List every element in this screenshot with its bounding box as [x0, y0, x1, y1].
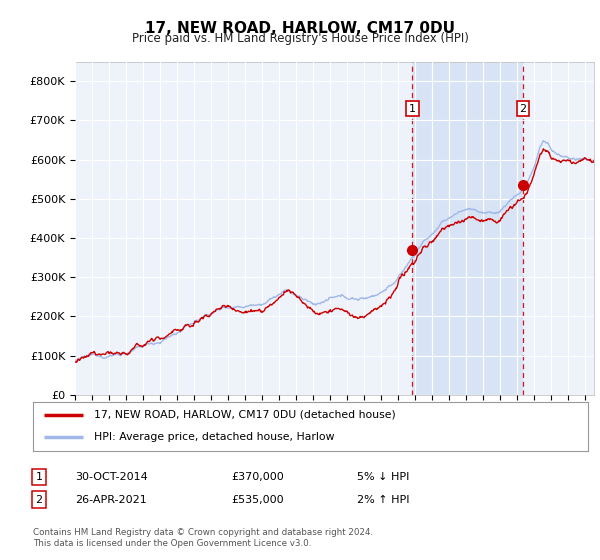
- Text: HPI: Average price, detached house, Harlow: HPI: Average price, detached house, Harl…: [94, 432, 335, 442]
- Bar: [412, 62, 523, 395]
- Text: 2: 2: [520, 104, 526, 114]
- Text: 30-OCT-2014: 30-OCT-2014: [75, 472, 148, 482]
- Text: 1: 1: [35, 472, 43, 482]
- Text: 17, NEW ROAD, HARLOW, CM17 0DU (detached house): 17, NEW ROAD, HARLOW, CM17 0DU (detached…: [94, 410, 396, 420]
- Text: 26-APR-2021: 26-APR-2021: [75, 494, 147, 505]
- Text: Price paid vs. HM Land Registry's House Price Index (HPI): Price paid vs. HM Land Registry's House …: [131, 32, 469, 45]
- Text: 5% ↓ HPI: 5% ↓ HPI: [357, 472, 409, 482]
- Text: 2% ↑ HPI: 2% ↑ HPI: [357, 494, 409, 505]
- Text: Contains HM Land Registry data © Crown copyright and database right 2024.
This d: Contains HM Land Registry data © Crown c…: [33, 528, 373, 548]
- Text: 2: 2: [35, 494, 43, 505]
- Text: 1: 1: [409, 104, 416, 114]
- Text: 17, NEW ROAD, HARLOW, CM17 0DU: 17, NEW ROAD, HARLOW, CM17 0DU: [145, 21, 455, 36]
- Text: £535,000: £535,000: [231, 494, 284, 505]
- Text: £370,000: £370,000: [231, 472, 284, 482]
